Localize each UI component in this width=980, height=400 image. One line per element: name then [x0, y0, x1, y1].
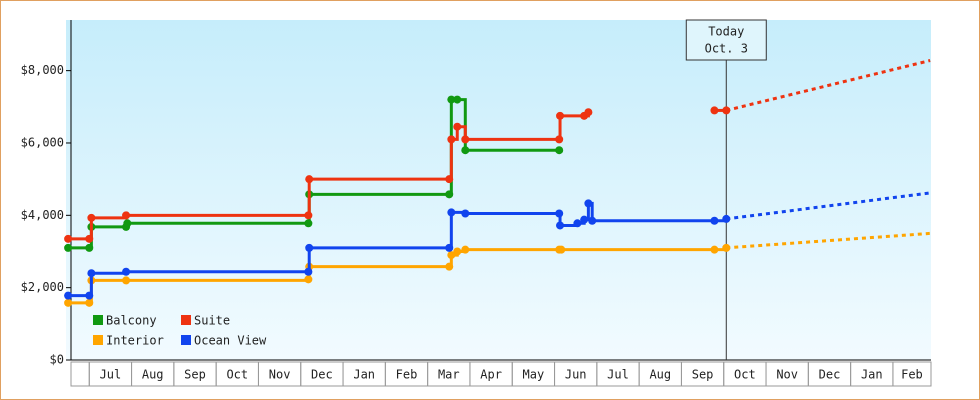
point: [461, 245, 470, 254]
y-tick-label: $6,000: [21, 135, 64, 149]
point: [453, 122, 462, 131]
point: [573, 219, 582, 228]
point: [445, 243, 454, 252]
point: [580, 215, 589, 224]
x-tick-label: Aug: [142, 368, 164, 382]
point: [555, 135, 564, 144]
today-box: [685, 19, 767, 61]
x-tick-label: May: [523, 368, 545, 382]
point: [447, 208, 456, 217]
point: [87, 269, 96, 278]
legend-swatch: [181, 315, 191, 325]
point: [584, 199, 593, 208]
point: [453, 95, 462, 104]
point: [445, 190, 454, 199]
point: [85, 298, 94, 307]
x-tick-label: Jun: [565, 368, 587, 382]
x-tick-label: Sep: [692, 368, 714, 382]
point: [304, 219, 313, 228]
y-tick-label: $2,000: [21, 280, 64, 294]
legend-label: Suite: [194, 314, 230, 328]
x-tick-label: Jul: [607, 368, 629, 382]
legend-swatch: [93, 335, 103, 345]
x-tick-label: Jul: [100, 368, 122, 382]
x-tick-label: Oct: [734, 368, 756, 382]
x-tick-label: Nov: [776, 368, 798, 382]
point: [122, 267, 131, 276]
point: [85, 234, 94, 243]
point: [447, 95, 456, 104]
point: [722, 214, 731, 223]
point: [461, 146, 470, 155]
point: [710, 106, 719, 115]
x-tick-label: Feb: [901, 368, 923, 382]
point: [722, 243, 731, 252]
point: [453, 247, 462, 256]
plot-area: [66, 20, 931, 360]
point: [447, 135, 456, 144]
point: [123, 219, 132, 228]
x-tick-box: [892, 361, 932, 387]
point: [588, 216, 597, 225]
point: [304, 275, 313, 284]
point: [85, 291, 94, 300]
point: [555, 209, 564, 218]
legend-swatch: [181, 335, 191, 345]
point: [304, 267, 313, 276]
point: [722, 106, 731, 115]
point: [556, 221, 565, 230]
point: [461, 209, 470, 218]
point: [87, 213, 96, 222]
point: [122, 276, 131, 285]
point: [710, 245, 719, 254]
point: [584, 108, 593, 117]
point: [64, 291, 73, 300]
point: [122, 211, 131, 220]
point: [447, 251, 456, 260]
y-tick-label: $0: [50, 353, 64, 367]
point: [557, 245, 566, 254]
point: [555, 146, 564, 155]
point: [304, 211, 313, 220]
point: [556, 111, 565, 120]
legend-label: Interior: [106, 334, 164, 348]
projection-line: [726, 191, 931, 221]
projection-line: [726, 231, 931, 250]
point: [710, 216, 719, 225]
x-tick-label: Dec: [311, 368, 333, 382]
point: [64, 243, 73, 252]
x-tick-label: Jan: [861, 368, 883, 382]
x-tick-label: Nov: [269, 368, 291, 382]
point: [445, 175, 454, 184]
legend-label: Balcony: [106, 314, 157, 328]
y-tick-label: $8,000: [21, 63, 64, 77]
point: [461, 135, 470, 144]
x-tick-label: Oct: [226, 368, 248, 382]
legend-label: Ocean View: [194, 334, 267, 348]
today-label: Today: [708, 25, 744, 39]
point: [64, 298, 73, 307]
x-tick-label: Feb: [396, 368, 418, 382]
x-tick-label: Aug: [649, 368, 671, 382]
x-tick-label: Apr: [480, 368, 502, 382]
point: [305, 175, 314, 184]
x-tick-label: Sep: [184, 368, 206, 382]
series-line: [68, 112, 590, 241]
x-tick-label: Jan: [353, 368, 375, 382]
point: [85, 243, 94, 252]
legend-swatch: [93, 315, 103, 325]
x-tick-label: Dec: [819, 368, 841, 382]
point: [305, 243, 314, 252]
projection-line: [725, 59, 931, 112]
x-tick-label: Mar: [438, 368, 460, 382]
today-label: Oct. 3: [705, 42, 748, 56]
point: [64, 234, 73, 243]
point: [445, 262, 454, 271]
y-tick-label: $4,000: [21, 208, 64, 222]
